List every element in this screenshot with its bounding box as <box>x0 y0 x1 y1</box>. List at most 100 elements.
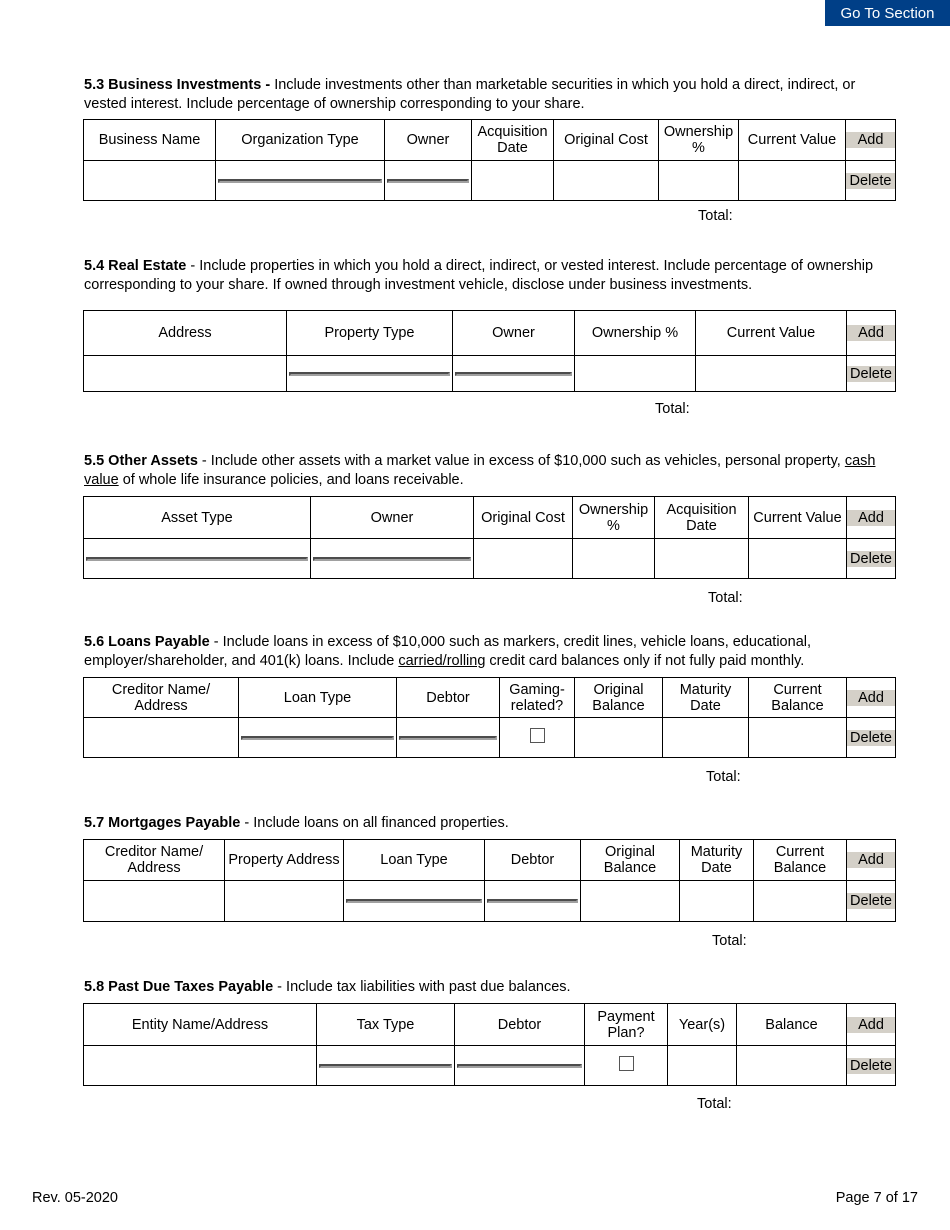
cell-owner <box>384 160 472 201</box>
cell-loan-type <box>238 717 397 758</box>
cell-property-address[interactable] <box>224 880 344 922</box>
dropdown-field[interactable] <box>399 735 497 740</box>
dropdown-field[interactable] <box>319 1063 452 1068</box>
cell-maturity-date[interactable] <box>679 880 754 922</box>
cell-owner <box>452 355 575 392</box>
dropdown-field[interactable] <box>457 1063 582 1068</box>
delete-row-button[interactable]: Delete <box>846 172 895 189</box>
cell-creditor-name-address[interactable] <box>83 880 225 922</box>
cell-current-balance[interactable] <box>748 717 847 758</box>
add-row-button[interactable]: Add <box>847 509 895 526</box>
cell-current-balance[interactable] <box>753 880 847 922</box>
cell-debtor <box>396 717 500 758</box>
header-row: Entity Name/Address Tax Type Debtor Payment… <box>83 1003 896 1046</box>
column-header: Payment Plan? <box>584 1003 668 1046</box>
cell-original-balance[interactable] <box>580 880 680 922</box>
total-label: Total: <box>698 208 733 224</box>
cell-current-value[interactable] <box>738 160 846 201</box>
column-header: Property Type <box>286 310 453 356</box>
revision-label: Rev. 05-2020 <box>32 1190 118 1206</box>
section-title: 5.5 Other Assets <box>84 453 198 469</box>
column-header: Original Cost <box>553 119 659 161</box>
delete-row-button[interactable]: Delete <box>847 365 895 382</box>
section-0-table: Business Name Organization Type Owner Acqui… <box>83 119 896 201</box>
dropdown-field[interactable] <box>289 371 450 376</box>
add-row-button[interactable]: Add <box>846 132 895 148</box>
cell-balance[interactable] <box>736 1045 847 1086</box>
cell-current-value[interactable] <box>695 355 847 392</box>
cell-ownership[interactable] <box>658 160 739 201</box>
dropdown-field[interactable] <box>346 899 482 903</box>
dropdown-field[interactable] <box>487 899 578 903</box>
cell-organization-type <box>215 160 385 201</box>
column-header: Current Value <box>695 310 847 356</box>
column-header: Owner <box>452 310 575 356</box>
dropdown-field[interactable] <box>313 556 471 561</box>
dropdown-field[interactable] <box>86 556 308 561</box>
section-2-table: Asset Type Owner Original Cost Ownership % A… <box>83 496 896 579</box>
column-header: Original Cost <box>473 496 573 539</box>
header-row: Asset Type Owner Original Cost Ownership % A… <box>83 496 896 539</box>
cell-debtor <box>484 880 581 922</box>
column-header: Address <box>83 310 287 356</box>
dropdown-field[interactable] <box>455 371 572 376</box>
cell-ownership[interactable] <box>572 538 655 579</box>
dropdown-field[interactable] <box>387 178 469 183</box>
section-3-description: 5.6 Loans Payable - Include loans in exc… <box>84 633 884 671</box>
header-row: Creditor Name/ Address Property Address Lo… <box>83 839 896 881</box>
add-row-button[interactable]: Add <box>847 1016 895 1033</box>
cell-ownership[interactable] <box>574 355 696 392</box>
dropdown-field[interactable] <box>218 178 382 183</box>
column-header: Gaming-related? <box>499 677 575 718</box>
cell-original-balance[interactable] <box>574 717 663 758</box>
cell-creditor-name-address[interactable] <box>83 717 239 758</box>
column-header: Current Value <box>738 119 846 161</box>
delete-row-button[interactable]: Delete <box>847 1057 895 1074</box>
delete-row-button[interactable]: Delete <box>847 893 895 909</box>
column-header: Acquisition Date <box>654 496 749 539</box>
section-5-table: Entity Name/Address Tax Type Debtor Payment… <box>83 1003 896 1086</box>
cell-entity-name-address[interactable] <box>83 1045 317 1086</box>
checkbox[interactable] <box>618 1056 634 1071</box>
cell-original-cost[interactable] <box>473 538 573 579</box>
delete-row-button[interactable]: Delete <box>847 729 895 746</box>
cell-business-name[interactable] <box>83 160 216 201</box>
column-header: Property Address <box>224 839 344 881</box>
cell-current-value[interactable] <box>748 538 847 579</box>
table-row: Delete <box>83 717 896 758</box>
column-header: Owner <box>384 119 472 161</box>
delete-row-button[interactable]: Delete <box>847 550 895 567</box>
column-header: Business Name <box>83 119 216 161</box>
column-header: Balance <box>736 1003 847 1046</box>
add-cell: Add <box>846 496 896 539</box>
column-header: Current Balance <box>753 839 847 881</box>
cell-acquisition-date[interactable] <box>654 538 749 579</box>
header-row: Address Property Type Owner Ownership % Curr… <box>83 310 896 356</box>
column-header: Ownership % <box>572 496 655 539</box>
add-row-button[interactable]: Add <box>847 689 895 706</box>
cell-original-cost[interactable] <box>553 160 659 201</box>
go-to-section-button[interactable]: Go To Section <box>825 0 950 26</box>
cell-maturity-date[interactable] <box>662 717 749 758</box>
section-description-text: - Include other assets with a market val… <box>197 453 845 469</box>
header-row: Business Name Organization Type Owner Acqui… <box>83 119 896 161</box>
section-0-description: 5.3 Business Investments - Include inves… <box>84 76 884 114</box>
cell-acquisition-date[interactable] <box>471 160 554 201</box>
section-description-text: - Include loans on all financed properti… <box>240 815 509 831</box>
cell-year-s[interactable] <box>667 1045 737 1086</box>
cell-loan-type <box>343 880 485 922</box>
add-row-button[interactable]: Add <box>847 852 895 868</box>
column-header: Loan Type <box>343 839 485 881</box>
table-row: Delete <box>83 538 896 579</box>
total-label: Total: <box>697 1096 732 1112</box>
add-row-button[interactable]: Add <box>847 325 895 341</box>
section-4-description: 5.7 Mortgages Payable - Include loans on… <box>84 814 884 833</box>
column-header: Maturity Date <box>679 839 754 881</box>
add-cell: Add <box>846 310 896 356</box>
cell-asset-type <box>83 538 311 579</box>
dropdown-field[interactable] <box>241 735 394 740</box>
delete-cell: Delete <box>846 1045 896 1086</box>
checkbox[interactable] <box>529 728 545 743</box>
cell-address[interactable] <box>83 355 287 392</box>
column-header: Current Balance <box>748 677 847 718</box>
